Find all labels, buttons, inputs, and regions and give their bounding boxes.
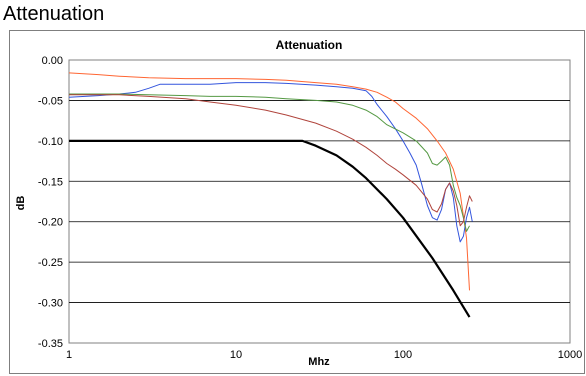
x-tick-labels: 1 10 100 1000 [66,349,582,361]
y-tick-label: -0.25 [38,257,63,269]
plot-area [68,59,571,344]
y-tick-label: -0.15 [38,176,63,188]
chart-title: Attenuation [276,38,343,52]
y-axis-label: dB [15,196,27,211]
y-tick-label: -0.30 [38,298,63,310]
x-tick-label: 1 [66,349,72,361]
series-line-green [69,93,470,232]
y-tick-label: -0.35 [38,338,63,350]
series-line-red [69,94,473,227]
y-tick-label: -0.05 [38,95,63,107]
x-tick-label: 1000 [558,349,582,361]
y-tick-label: -0.20 [38,217,63,229]
series-line-orange [68,72,470,291]
data-series [68,72,473,318]
attenuation-chart: 0.00-0.05-0.10-0.15-0.20-0.25-0.30-0.35 … [15,38,582,368]
y-tick-label: 0.00 [42,55,63,67]
x-tick-label: 10 [230,349,242,361]
x-axis-label: Mhz [308,356,330,368]
series-line-blue [68,82,473,243]
series-line-black [69,139,471,318]
y-tick-labels: 0.00 -0.05 -0.10 -0.15 -0.20 -0.25 -0.30 -0.35 [38,55,63,350]
chart-frame: 0.00 -0.05 -0.10 -0.15 -0.20 -0.25 -0.30 -0.35 … [9,30,585,374]
page-heading: Attenuation [3,3,105,25]
y-tick-label: -0.10 [38,136,63,148]
x-tick-label: 100 [394,349,412,361]
